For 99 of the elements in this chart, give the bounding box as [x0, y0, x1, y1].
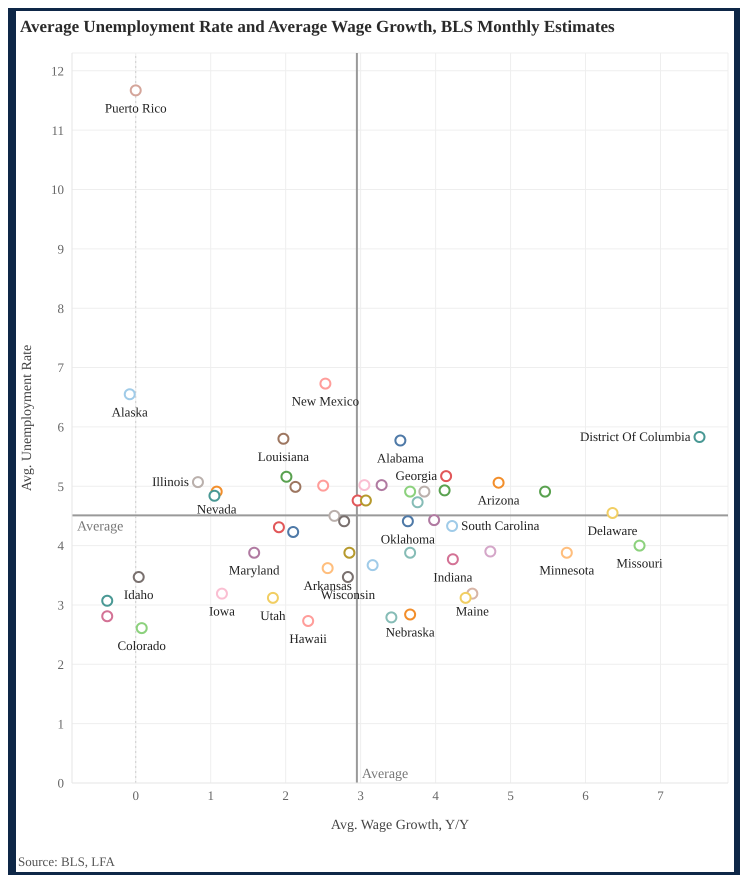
- point: [412, 496, 424, 508]
- point: [446, 553, 459, 566]
- y-tick-label: 7: [58, 360, 64, 376]
- data-label: South Carolina: [461, 518, 540, 534]
- point: [319, 378, 332, 390]
- x-tick-label: 4: [432, 788, 440, 804]
- y-tick-label: 4: [58, 538, 64, 554]
- data-label: Hawaii: [289, 630, 328, 646]
- point: [317, 480, 330, 492]
- point: [328, 510, 340, 522]
- x-tick-label: 5: [507, 788, 514, 804]
- data-label: Alabama: [376, 450, 424, 466]
- x-tick-label: 7: [657, 788, 664, 804]
- point: [216, 588, 228, 600]
- data-label: Delaware: [588, 522, 638, 538]
- y-tick-label: 8: [58, 300, 64, 316]
- data-label: Indiana: [433, 569, 473, 584]
- y-tick-label: 11: [51, 122, 64, 138]
- point: [272, 521, 285, 534]
- point: [322, 562, 334, 574]
- point: [132, 571, 145, 584]
- point: [492, 476, 505, 489]
- data-label: New Mexico: [292, 394, 360, 409]
- x-tick-label: 1: [207, 788, 214, 804]
- data-label: Minnesota: [539, 562, 594, 578]
- point: [130, 84, 142, 96]
- data-label: Illinois: [152, 474, 189, 490]
- point: [124, 388, 136, 400]
- point: [277, 432, 290, 445]
- point: [404, 486, 416, 498]
- data-label: Georgia: [395, 468, 438, 484]
- point: [694, 430, 706, 443]
- point: [402, 515, 414, 528]
- point: [446, 520, 458, 532]
- point: [484, 546, 496, 558]
- chart-title: Average Unemployment Rate and Average Wage Growth, BLS Monthly Estimates: [19, 16, 616, 38]
- data-label: Louisiana: [258, 448, 310, 464]
- point: [192, 476, 204, 488]
- point: [360, 494, 372, 506]
- ref-line-label: Average: [77, 519, 124, 534]
- data-label: Idaho: [124, 587, 154, 602]
- x-tick-label: 3: [357, 788, 364, 804]
- point: [385, 611, 398, 624]
- point: [101, 610, 114, 622]
- point: [376, 479, 388, 492]
- y-tick-label: 0: [58, 776, 64, 791]
- data-label: Missouri: [616, 556, 664, 571]
- point: [438, 484, 451, 496]
- data-label: Oklahoma: [380, 531, 436, 546]
- point: [136, 622, 148, 634]
- y-tick-label: 10: [51, 182, 64, 198]
- y-tick-label: 2: [58, 656, 64, 672]
- point: [404, 546, 416, 559]
- point: [208, 490, 220, 502]
- data-label: Maryland: [228, 562, 280, 578]
- data-label: Maine: [456, 604, 490, 619]
- point: [287, 526, 300, 538]
- data-label: Nebraska: [386, 624, 435, 640]
- point: [428, 514, 440, 526]
- point: [606, 506, 619, 519]
- y-tick-label: 6: [58, 420, 64, 435]
- point: [634, 540, 646, 552]
- point: [289, 480, 302, 493]
- point: [302, 614, 314, 627]
- ref-line-label: Average: [362, 767, 408, 782]
- point: [366, 559, 379, 572]
- data-label: Arizona: [478, 492, 520, 508]
- point: [338, 515, 350, 528]
- y-tick-label: 3: [58, 598, 64, 613]
- point: [440, 470, 452, 482]
- point: [343, 546, 356, 559]
- data-label: Alaska: [112, 404, 148, 420]
- source-note: Source: BLS, LFA: [18, 854, 115, 870]
- point: [266, 592, 279, 604]
- point: [460, 592, 472, 604]
- x-tick-label: 6: [582, 788, 590, 804]
- point: [358, 479, 370, 492]
- point: [404, 608, 416, 620]
- point: [280, 470, 292, 483]
- x-axis-title: Avg. Wage Growth, Y/Y: [330, 818, 470, 833]
- x-tick-label: 2: [282, 788, 289, 804]
- y-axis-title: Avg. Unemployment Rate: [20, 344, 35, 492]
- point: [101, 594, 114, 607]
- y-tick-label: 5: [58, 478, 64, 494]
- point: [560, 546, 573, 559]
- data-label: District Of Columbia: [580, 428, 691, 444]
- data-label: Nevada: [196, 502, 237, 517]
- point: [248, 546, 260, 559]
- data-label: Puerto Rico: [104, 100, 167, 116]
- y-tick-label: 1: [58, 716, 64, 732]
- point: [418, 486, 430, 498]
- data-label: Utah: [260, 608, 286, 623]
- y-tick-label: 12: [51, 63, 64, 78]
- data-label: Colorado: [118, 638, 166, 654]
- point: [539, 486, 552, 498]
- point: [394, 434, 406, 447]
- x-tick-label: 0: [132, 788, 139, 804]
- y-tick-label: 9: [58, 241, 64, 256]
- data-label: Iowa: [208, 604, 236, 619]
